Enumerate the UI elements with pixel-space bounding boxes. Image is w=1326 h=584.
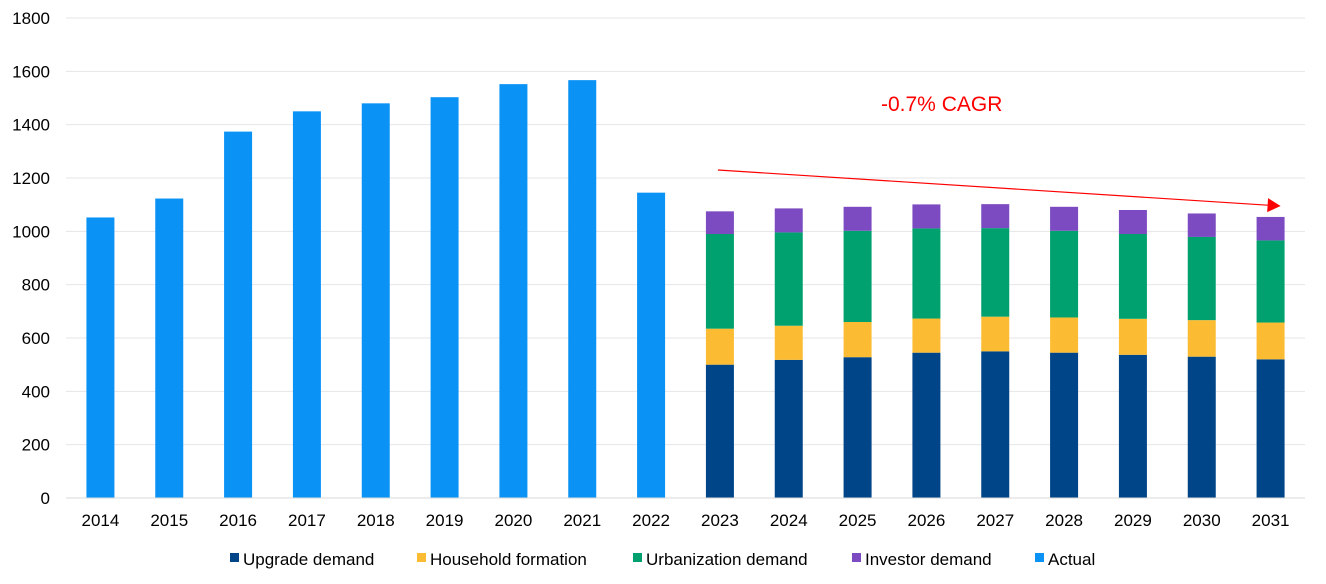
bar-segment [292,111,321,498]
bars [86,80,1285,499]
bar-segment [1118,210,1147,234]
x-tick-label: 2015 [150,511,188,530]
bar-segment [1187,213,1216,237]
bar-segment [705,328,734,365]
legend-label: Upgrade demand [243,550,374,569]
x-tick-label: 2020 [495,511,533,530]
bar-segment [774,325,803,360]
bar-segment [912,228,941,319]
bar-segment [1118,234,1147,319]
bar-segment [86,217,115,498]
gridlines [66,17,1305,446]
x-tick-label: 2019 [426,511,464,530]
x-tick-label: 2014 [82,511,120,530]
bar-segment [499,84,528,498]
bar-segment [705,364,734,498]
bar-segment [1050,317,1079,353]
bar-segment [155,198,184,499]
bar-segment [1256,240,1285,323]
bar-segment [843,230,872,322]
bar-segment [981,316,1010,352]
y-tick-label: 1200 [12,169,50,188]
bar-segment [705,234,734,329]
legend-label: Household formation [430,550,587,569]
x-tick-label: 2022 [632,511,670,530]
legend-swatch [230,553,239,562]
y-tick-label: 1400 [12,116,50,135]
bar-segment [568,80,597,498]
bar-segment [912,352,941,498]
x-tick-label: 2017 [288,511,326,530]
legend-swatch [852,553,861,562]
legend-label: Urbanization demand [646,550,808,569]
bar-segment [774,208,803,233]
x-tick-label: 2016 [219,511,257,530]
cagr-annotation: -0.7% CAGR [717,93,1281,213]
legend-swatch [633,553,642,562]
bar-segment [361,103,390,498]
y-tick-label: 1800 [12,9,50,28]
bar-segment [843,357,872,498]
bar-segment [912,318,941,353]
bar-segment [705,211,734,234]
x-tick-label: 2028 [1045,511,1083,530]
y-tick-label: 800 [22,276,50,295]
x-tick-label: 2023 [701,511,739,530]
bar-segment [774,359,803,498]
x-axis: 2014 2015 2016 2017 2018 2019 2020 2021 2022 2023… [82,511,1290,530]
bar-segment [1050,352,1079,498]
y-tick-label: 600 [22,329,50,348]
bar-segment [774,232,803,326]
bar-segment [981,228,1010,317]
bar-segment [1256,322,1285,360]
x-tick-label: 2031 [1252,511,1290,530]
bar-segment [637,192,666,498]
bar-segment [430,97,459,498]
bar-segment [1187,356,1216,498]
legend-swatch [1035,553,1044,562]
bar-segment [224,131,253,498]
bar-segment [843,206,872,231]
bar-segment [1187,236,1216,321]
bar-segment [1187,320,1216,357]
x-tick-label: 2029 [1114,511,1152,530]
bar-segment [981,204,1010,229]
bar-segment [1118,318,1147,355]
y-tick-label: 1600 [12,62,50,81]
y-tick-label: 400 [22,382,50,401]
x-tick-label: 2024 [770,511,808,530]
x-tick-label: 2026 [908,511,946,530]
x-tick-label: 2027 [976,511,1014,530]
bar-segment [981,351,1010,498]
x-tick-label: 2030 [1183,511,1221,530]
y-tick-label: 1000 [12,222,50,241]
y-axis: 0 200 400 600 800 1000 1200 1400 1600 1800 [12,9,50,508]
x-tick-label: 2018 [357,511,395,530]
bar-segment [1050,206,1079,231]
legend: Upgrade demand Household formation Urbaniz… [230,550,1095,569]
x-tick-label: 2025 [839,511,877,530]
y-tick-label: 0 [41,489,50,508]
bar-segment [1256,216,1285,241]
bar-segment [843,322,872,358]
bar-segment [912,204,941,229]
y-tick-label: 200 [22,436,50,455]
cagr-arrow-line [717,169,1268,206]
legend-label: Investor demand [865,550,992,569]
cagr-label: -0.7% CAGR [881,93,1002,116]
bar-segment [1118,354,1147,498]
legend-label: Actual [1048,550,1095,569]
legend-swatch [417,553,426,562]
x-tick-label: 2021 [563,511,601,530]
bar-segment [1050,230,1079,318]
bar-segment [1256,359,1285,498]
cagr-arrow-head [1267,198,1281,213]
